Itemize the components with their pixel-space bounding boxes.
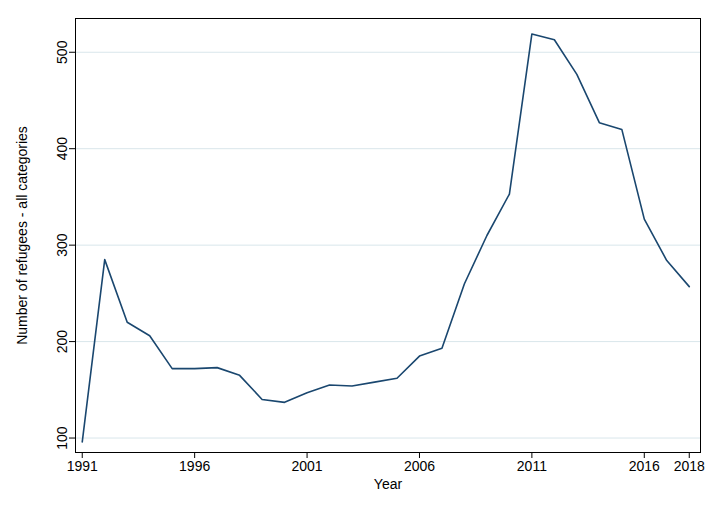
svg-text:2018: 2018 — [674, 458, 705, 474]
svg-text:500: 500 — [54, 40, 70, 64]
svg-text:2016: 2016 — [629, 458, 660, 474]
svg-text:Number of refugees - all categ: Number of refugees - all categories — [14, 126, 30, 345]
svg-text:Year: Year — [374, 476, 403, 492]
svg-text:2006: 2006 — [404, 458, 435, 474]
svg-text:1996: 1996 — [179, 458, 210, 474]
svg-text:1991: 1991 — [67, 458, 98, 474]
svg-text:2001: 2001 — [291, 458, 322, 474]
svg-text:400: 400 — [54, 137, 70, 161]
svg-text:100: 100 — [54, 426, 70, 450]
svg-text:2011: 2011 — [517, 458, 547, 474]
svg-text:300: 300 — [54, 233, 70, 257]
svg-text:200: 200 — [54, 330, 70, 354]
